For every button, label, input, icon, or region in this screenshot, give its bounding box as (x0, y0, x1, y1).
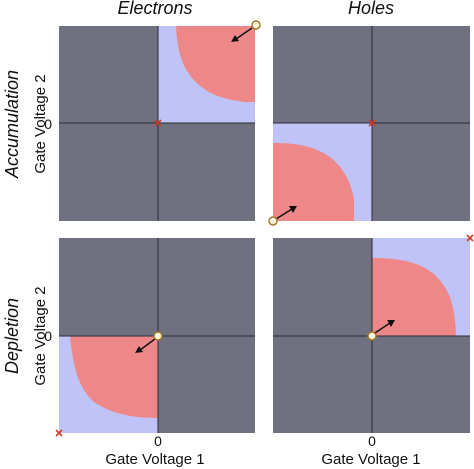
operating-point (251, 20, 261, 30)
operating-point (268, 216, 278, 226)
panel-holes-accumulation (268, 26, 470, 226)
column-header-electrons: Electrons (117, 0, 192, 18)
operating-point (367, 331, 377, 341)
y-axis-label-bottom: Gate Voltage 2 (32, 286, 49, 385)
y-zero-label-top: 0 (44, 116, 52, 132)
direction-arrow (374, 322, 391, 334)
carrier-density-region (372, 258, 456, 336)
panel-holes-depletion (273, 234, 474, 433)
direction-arrowhead (231, 35, 239, 42)
operating-point (153, 331, 163, 341)
direction-arrow (139, 338, 156, 351)
direction-arrow (275, 208, 293, 220)
direction-arrowhead (135, 346, 143, 353)
x-zero-label-left: 0 (154, 433, 162, 449)
x-zero-label-right: 0 (368, 433, 376, 449)
origin-marker (368, 119, 376, 127)
x-axis-label-left: Gate Voltage 1 (105, 451, 204, 468)
x-axis-label-right: Gate Voltage 1 (321, 451, 420, 468)
direction-arrow (235, 27, 253, 40)
carrier-density-region (273, 143, 354, 221)
row-header-depletion: Depletion (2, 298, 22, 374)
corner-marker (55, 429, 63, 437)
origin-marker (154, 119, 162, 127)
carrier-density-region (176, 26, 255, 102)
panel-electrons-depletion (55, 238, 255, 437)
y-zero-label-bottom: 0 (44, 328, 52, 344)
carrier-density-region (70, 336, 158, 418)
direction-arrowhead (387, 320, 395, 327)
direction-arrowhead (289, 206, 297, 213)
row-header-accumulation: Accumulation (2, 70, 22, 179)
column-header-holes: Holes (348, 0, 394, 18)
y-axis-label-top: Gate Voltage 2 (32, 74, 49, 173)
corner-marker (466, 234, 474, 242)
panel-electrons-accumulation (59, 20, 261, 221)
